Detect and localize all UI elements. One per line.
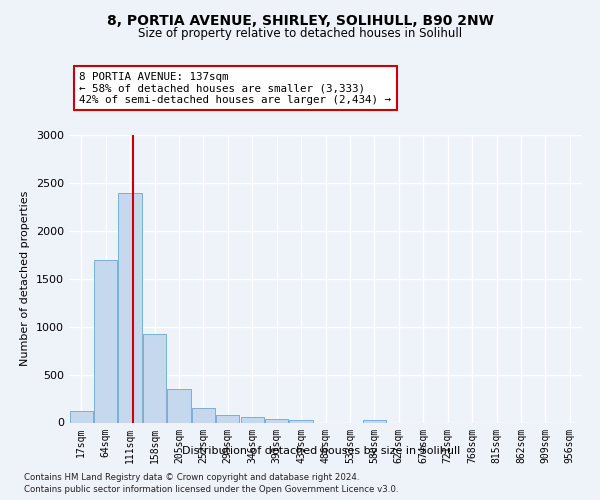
Bar <box>363 420 386 422</box>
Bar <box>143 334 166 422</box>
Text: Contains HM Land Registry data © Crown copyright and database right 2024.: Contains HM Land Registry data © Crown c… <box>24 472 359 482</box>
Y-axis label: Number of detached properties: Number of detached properties <box>20 191 31 366</box>
Bar <box>167 389 191 422</box>
Text: Contains public sector information licensed under the Open Government Licence v3: Contains public sector information licen… <box>24 485 398 494</box>
Bar <box>289 420 313 422</box>
Text: Distribution of detached houses by size in Solihull: Distribution of detached houses by size … <box>182 446 460 456</box>
Bar <box>265 418 288 422</box>
Bar <box>241 417 264 422</box>
Text: 8 PORTIA AVENUE: 137sqm
← 58% of detached houses are smaller (3,333)
42% of semi: 8 PORTIA AVENUE: 137sqm ← 58% of detache… <box>79 72 391 105</box>
Bar <box>192 408 215 422</box>
Bar <box>118 192 142 422</box>
Bar <box>70 411 93 422</box>
Bar <box>216 415 239 422</box>
Text: Size of property relative to detached houses in Solihull: Size of property relative to detached ho… <box>138 28 462 40</box>
Text: 8, PORTIA AVENUE, SHIRLEY, SOLIHULL, B90 2NW: 8, PORTIA AVENUE, SHIRLEY, SOLIHULL, B90… <box>107 14 493 28</box>
Bar <box>94 260 117 422</box>
